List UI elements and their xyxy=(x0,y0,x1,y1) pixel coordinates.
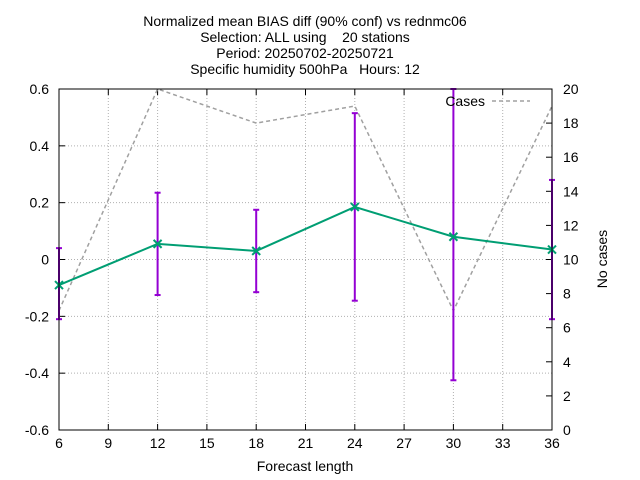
bias-point-stroke xyxy=(448,232,459,242)
y2-tick-label: 0 xyxy=(563,422,571,438)
bias-point xyxy=(152,239,163,249)
y2-tick-label: 10 xyxy=(563,252,579,268)
y2-tick-label: 20 xyxy=(563,81,579,97)
bias-point xyxy=(251,246,261,256)
x-tick-label: 24 xyxy=(347,435,363,451)
y2-tick-label: 4 xyxy=(563,354,571,370)
y-tick-label: 0 xyxy=(41,252,49,268)
legend: Cases xyxy=(445,93,530,109)
y-tick-label: -0.4 xyxy=(25,365,49,381)
y2-tick-label: 18 xyxy=(563,115,579,131)
plot-frame xyxy=(58,88,553,431)
bias-point xyxy=(448,232,459,242)
x-axis-label: Forecast length xyxy=(257,458,354,474)
x-tick-label: 36 xyxy=(544,435,560,451)
title-line-3: Period: 20250702-20250721 xyxy=(216,45,394,61)
y2-tick-label: 12 xyxy=(563,217,579,233)
legend-label-cases: Cases xyxy=(445,93,485,109)
grid xyxy=(59,89,552,430)
bias-point-stroke xyxy=(251,246,261,256)
y2-axis-label: No cases xyxy=(594,230,610,288)
chart-title: Normalized mean BIAS diff (90% conf) vs … xyxy=(143,13,467,77)
y-tick-label: -0.2 xyxy=(25,308,49,324)
x-tick-label: 30 xyxy=(446,435,462,451)
plot-series xyxy=(54,88,557,382)
x-tick-label: 15 xyxy=(199,435,215,451)
title-line-2: Selection: ALL using 20 stations xyxy=(200,29,410,45)
y2-tick-label: 16 xyxy=(563,149,579,165)
title-line-1: Normalized mean BIAS diff (90% conf) vs … xyxy=(143,13,467,29)
x-tick-label: 33 xyxy=(495,435,511,451)
y-tick-label: -0.6 xyxy=(25,422,49,438)
x-tick-label: 21 xyxy=(298,435,314,451)
x-tick-label: 18 xyxy=(248,435,264,451)
y2-axis-ticks: 0 2 4 6 8 10 12 14 16 18 20 xyxy=(546,81,579,438)
y2-tick-label: 8 xyxy=(563,286,571,302)
bias-point-stroke xyxy=(350,202,360,212)
bias-point-stroke xyxy=(152,239,163,249)
x-tick-label: 12 xyxy=(150,435,166,451)
title-line-4: Specific humidity 500hPa Hours: 12 xyxy=(190,61,420,77)
y-tick-label: 0.4 xyxy=(30,138,50,154)
x-tick-label: 6 xyxy=(55,435,63,451)
y2-tick-label: 2 xyxy=(563,388,571,404)
y-tick-label: 0.6 xyxy=(30,81,50,97)
y2-tick-label: 6 xyxy=(563,320,571,336)
x-tick-label: 27 xyxy=(396,435,412,451)
x-axis-ticks: 6 9 12 15 18 21 24 27 30 33 36 xyxy=(55,89,560,451)
y-tick-label: 0.2 xyxy=(30,195,50,211)
bias-point xyxy=(350,202,360,212)
bias-line xyxy=(58,205,553,286)
x-tick-label: 9 xyxy=(104,435,112,451)
y2-tick-label: 14 xyxy=(563,183,579,199)
